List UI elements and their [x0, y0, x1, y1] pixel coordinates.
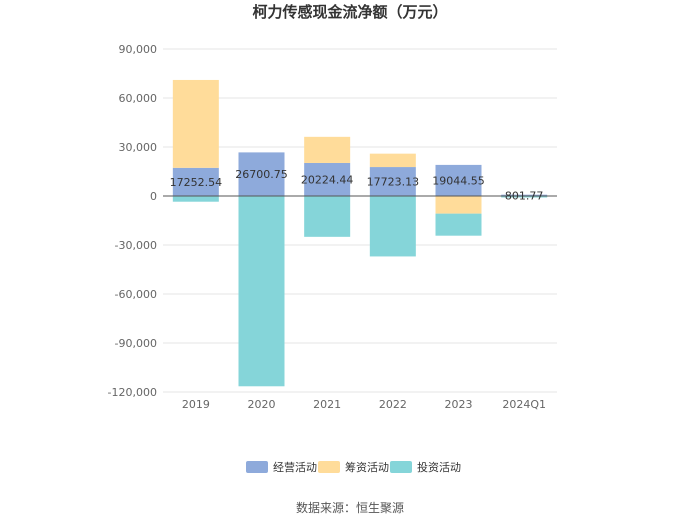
x-tick-label: 2022: [379, 398, 407, 411]
legend-label: 投资活动: [417, 460, 461, 474]
bar-segment: [238, 152, 285, 196]
source-note: 数据来源：恒生聚源: [296, 500, 404, 515]
bar-segment: [501, 196, 548, 198]
bar-segment: [435, 164, 482, 196]
bar-segment: [369, 153, 416, 168]
legend-label: 经营活动: [273, 460, 317, 474]
y-tick-label: 90,000: [119, 43, 158, 56]
x-tick-label: 2024Q1: [502, 398, 546, 411]
legend-label: 筹资活动: [345, 460, 389, 474]
bar-segment: [172, 79, 219, 168]
bar-segment: [304, 196, 351, 237]
bar-segment: [172, 167, 219, 196]
chart-title: 柯力传感现金流净额（万元）: [252, 3, 447, 21]
y-tick-label: 30,000: [119, 141, 158, 154]
x-axis-ticks: 2019 2020 2021 2022 2023 2024Q1: [182, 398, 546, 411]
y-tick-label: -30,000: [115, 239, 157, 252]
bar-segment: [172, 196, 219, 202]
bar-segment: [238, 196, 285, 387]
bar-segment: [304, 162, 351, 196]
grid-lines: [163, 48, 557, 393]
legend-swatch: [390, 461, 412, 473]
x-tick-label: 2023: [445, 398, 473, 411]
data-label: 801.77: [505, 189, 544, 202]
x-tick-label: 2020: [248, 398, 276, 411]
data-label: 26700.75: [235, 168, 288, 181]
y-tick-label: -60,000: [115, 288, 157, 301]
y-tick-label: 60,000: [119, 92, 158, 105]
legend: 经营活动 筹资活动 投资活动: [246, 460, 461, 474]
bar-segment: [501, 194, 548, 196]
bar-segment: [435, 196, 482, 214]
bars: [172, 79, 548, 387]
data-label: 20224.44: [301, 173, 354, 186]
y-axis-ticks: 90,000 60,000 30,000 0 -30,000 -60,000 -90,000…: [108, 43, 157, 399]
y-tick-label: 0: [150, 190, 157, 203]
data-labels: 17252.54 26700.75 20224.44 17723.13 19044.55…: [170, 168, 544, 202]
data-label: 19044.55: [432, 174, 485, 187]
x-tick-label: 2021: [313, 398, 341, 411]
bar-segment: [369, 196, 416, 257]
bar-segment: [435, 213, 482, 236]
legend-swatch: [246, 461, 268, 473]
bar-segment: [369, 167, 416, 196]
data-label: 17723.13: [367, 176, 420, 189]
legend-swatch: [318, 461, 340, 473]
y-tick-label: -120,000: [108, 386, 157, 399]
data-label: 17252.54: [170, 176, 223, 189]
x-tick-label: 2019: [182, 398, 210, 411]
bar-segment: [304, 136, 351, 163]
y-tick-label: -90,000: [115, 337, 157, 350]
